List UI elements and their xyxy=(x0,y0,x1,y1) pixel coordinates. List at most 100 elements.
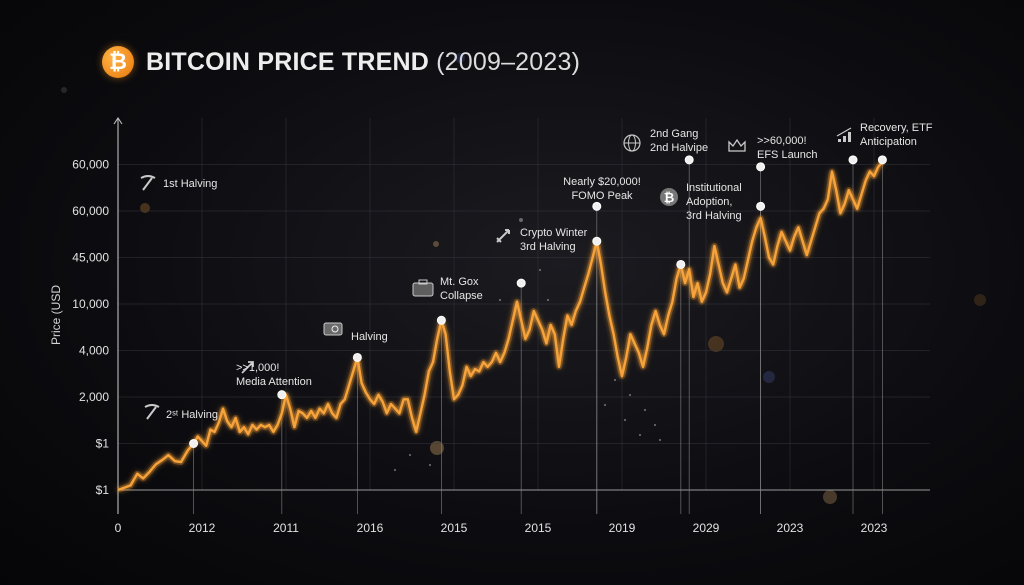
chip-dot xyxy=(331,325,339,333)
bar-chart-arrow xyxy=(836,127,852,137)
dust-dot xyxy=(408,453,412,457)
dust-dot xyxy=(428,463,432,467)
annotation-media-attention: >>1,000! Media Attention xyxy=(236,362,312,388)
annotation-line: EFS Launch xyxy=(757,149,818,161)
dust-dot xyxy=(653,423,657,427)
rocket-shape xyxy=(496,229,510,243)
series-glow xyxy=(116,160,885,493)
dust-dot xyxy=(613,378,617,382)
annotation-line: Media Attention xyxy=(236,376,312,388)
annotation-line: Adoption, xyxy=(686,196,732,208)
bitcoin-mark-circle xyxy=(660,188,678,206)
bar-chart-bar xyxy=(848,132,851,142)
bar-chart-icon xyxy=(836,127,852,142)
chart-title-range: (2009–2023) xyxy=(436,47,581,76)
bokeh-dot xyxy=(455,53,465,63)
annotation-line: >>60,000! xyxy=(757,135,807,147)
bitcoin-mark-icon: ₿ xyxy=(660,188,678,206)
bokeh-dot xyxy=(823,490,837,504)
globe-icon xyxy=(623,134,641,152)
annotation-fomo-peak: FOMO Peak xyxy=(571,190,633,202)
trend-arrow-shape xyxy=(241,361,254,374)
y-axis-arrow xyxy=(113,117,123,125)
x-tick-label: 2011 xyxy=(273,521,299,535)
annotation-line: Crypto Winter xyxy=(520,227,588,239)
y-tick-label: 45,000 xyxy=(72,251,109,265)
crown-shape xyxy=(728,138,746,152)
series-line xyxy=(117,161,884,492)
x-tick-label: 2019 xyxy=(609,521,636,535)
annotation-2nd-halving: 2ˢᵗ Halving xyxy=(166,409,218,421)
bokeh-dot xyxy=(430,441,444,455)
series-lines xyxy=(116,160,885,493)
event-marker xyxy=(189,439,199,448)
event-marker xyxy=(877,155,887,165)
chart-title: BITCOIN PRICE TREND (2009–2023) xyxy=(146,48,580,77)
bar-chart-bar xyxy=(843,136,846,142)
annotation-line: Mt. Gox xyxy=(440,276,479,288)
annotation-halving: Halving xyxy=(351,331,388,343)
annotation-line: 3rd Halving xyxy=(686,210,742,222)
tick-labels: Price (USD $1 $1 2,000 4,000 10,000 45,000 60,0… xyxy=(49,158,888,536)
bitcoin-mark-glyph: ₿ xyxy=(664,190,675,205)
annotation-1st-halving: 1st Halving xyxy=(163,178,217,190)
crown-icon xyxy=(728,138,746,152)
event-marker xyxy=(756,162,766,172)
x-tick-label: 2023 xyxy=(861,521,888,535)
pickaxe-handle xyxy=(142,177,153,191)
dust-dot xyxy=(643,408,647,412)
event-marker xyxy=(676,259,686,269)
pickaxe-head xyxy=(140,175,156,179)
annotation-line: Collapse xyxy=(440,290,483,302)
pickaxe-head xyxy=(144,404,160,408)
event-marker xyxy=(756,201,766,211)
pickaxe-icon xyxy=(140,175,156,191)
dust-dot xyxy=(638,433,642,437)
annotations: 1st Halving 2ˢᵗ Halving >>1,000! Media Atte… xyxy=(140,122,933,421)
x-tick-label: 2015 xyxy=(525,521,552,535)
event-marker xyxy=(684,155,694,165)
annotation-mt-gox: Mt. Gox Collapse xyxy=(440,276,483,302)
bar-chart-bar xyxy=(838,139,841,142)
y-tick-label: $1 xyxy=(96,483,110,497)
annotation-2nd-gang: 2nd Gang 2nd Halvipe xyxy=(650,128,708,154)
bokeh-dot xyxy=(433,241,439,247)
event-marker xyxy=(848,155,858,165)
annotation-line: Nearly $20,000! xyxy=(563,176,641,188)
annotation-line: FOMO Peak xyxy=(571,190,633,202)
dust-dot xyxy=(628,393,632,397)
dust-dot xyxy=(603,403,607,407)
bokeh-dot xyxy=(763,371,775,383)
annotation-line: Recovery, ETF xyxy=(860,122,933,134)
annotation-nearly-20000: Nearly $20,000! xyxy=(563,176,641,188)
event-marker xyxy=(516,278,526,288)
x-tick-label: 2012 xyxy=(189,521,216,535)
annotation-line: 1st Halving xyxy=(163,178,217,190)
annotation-line: 3rd Halving xyxy=(520,241,576,253)
annotation-crypto-winter: Crypto Winter 3rd Halving xyxy=(520,227,588,253)
rocket-icon xyxy=(496,229,510,243)
title-bar: ₿ BITCOIN PRICE TREND (2009–2023) xyxy=(102,46,580,78)
chip-body xyxy=(323,322,343,336)
annotation-institutional-adoption: Institutional Adoption, 3rd Halving xyxy=(686,182,742,222)
bokeh-dot xyxy=(974,294,986,306)
annotation-line: 2ˢᵗ Halving xyxy=(166,409,218,421)
event-marker xyxy=(352,352,362,362)
y-tick-label: $1 xyxy=(96,437,110,451)
bokeh-dot xyxy=(61,87,67,93)
bokeh-dot xyxy=(708,336,724,352)
annotation-line: Anticipation xyxy=(860,136,917,148)
briefcase-icon xyxy=(412,279,434,297)
event-marker xyxy=(277,390,287,400)
event-marker xyxy=(436,315,446,325)
y-tick-label: 60,000 xyxy=(72,204,109,218)
event-marker xyxy=(592,201,602,211)
annotation-line: >>1,000! xyxy=(236,362,279,374)
dust-dot xyxy=(498,298,502,302)
trend-arrow-icon xyxy=(241,361,254,374)
y-tick-label: 10,000 xyxy=(72,297,109,311)
annotation-line: 2nd Halvipe xyxy=(650,142,708,154)
y-tick-label: 2,000 xyxy=(79,390,109,404)
event-markers xyxy=(189,155,887,448)
briefcase-body xyxy=(412,282,434,297)
